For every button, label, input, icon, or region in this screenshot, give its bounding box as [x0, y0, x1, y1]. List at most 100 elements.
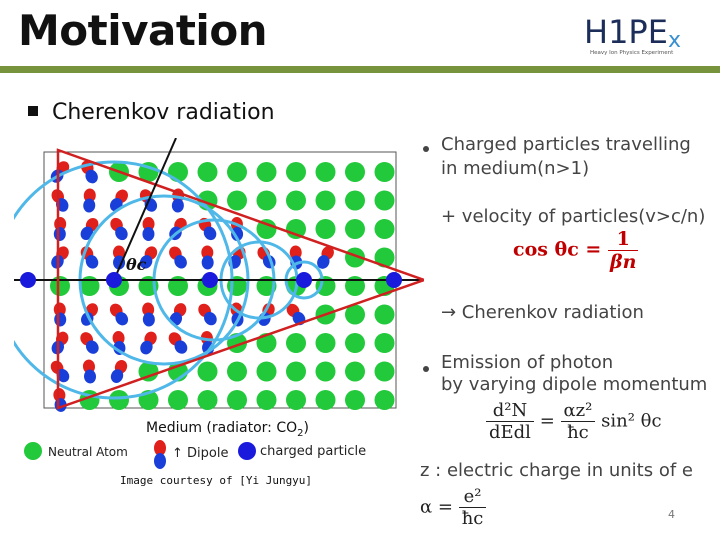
bullet1-line2: in medium(n>1): [441, 158, 590, 179]
logo: H1PEx Heavy Ion Physics Experiment: [584, 12, 696, 62]
diagram-legend: Neutral Atom ↑ Dipole charged particle: [24, 440, 404, 469]
dipole-negative: [115, 226, 128, 241]
dipole-negative: [201, 255, 214, 270]
cherenkov-arrow-line: → Cherenkov radiation: [441, 302, 644, 323]
neutral-atom: [197, 162, 218, 182]
neutral-atom: [256, 390, 277, 410]
legend-charge-label: charged particle: [260, 444, 367, 459]
alpha-fraction: e² ħc: [458, 486, 487, 529]
neutral-atom: [345, 333, 365, 353]
dipole-negative: [142, 312, 155, 327]
neutral-atom: [315, 219, 336, 239]
dipole-negative: [139, 255, 153, 269]
neutral-atom: [138, 361, 159, 382]
dipole: [286, 303, 306, 326]
neutral-atom: [315, 190, 336, 211]
neutral-atom: [345, 162, 365, 182]
dn-equals: =: [539, 410, 555, 432]
dipole-negative: [85, 255, 99, 269]
dipole-icon: [154, 440, 166, 469]
dipole: [169, 246, 187, 269]
theta-c-label: θc: [126, 255, 147, 274]
neutral-atom: [227, 361, 247, 382]
neutral-atom: [345, 390, 365, 410]
bullet2-line2: by varying dipole momentum: [441, 374, 708, 395]
neutral-atom: [345, 219, 365, 239]
dipole-negative: [203, 226, 217, 241]
cherenkov-diagram-svg: θc: [0, 137, 428, 412]
neutral-atom: [197, 361, 218, 382]
caption-close: ): [303, 420, 309, 436]
dn-denominator: dEdl: [489, 422, 531, 443]
dipole-positive: [112, 245, 125, 260]
page-number: 4: [668, 508, 675, 521]
dipole: [142, 217, 155, 241]
alpha-lhs: α =: [420, 496, 453, 518]
dipole-negative: [140, 340, 153, 355]
cos-fraction: 1 βn: [607, 228, 639, 273]
caption-subscript: 2: [297, 427, 304, 439]
bullet-heading-text: Cherenkov radiation: [52, 100, 275, 125]
bullet-heading: Cherenkov radiation: [28, 100, 275, 125]
neutral-atom: [315, 361, 336, 382]
neutral-atom: [109, 390, 129, 410]
neutral-atom: [374, 162, 395, 182]
dipole-negative: [171, 198, 184, 213]
dipole-negative: [56, 368, 70, 383]
title-underline: [0, 66, 720, 73]
dipole-negative: [204, 311, 217, 326]
dipole: [110, 189, 128, 212]
dipole: [168, 332, 188, 354]
dipole: [112, 245, 126, 270]
az-denominator: ħc: [567, 422, 589, 443]
dipole-negative: [231, 226, 244, 241]
neutral-atom: [286, 390, 306, 410]
cherenkov-diagram: θc: [0, 137, 428, 422]
bullet2-line1: Emission of photon: [441, 352, 614, 373]
neutral-atom: [345, 361, 365, 382]
neutral-atom: [374, 247, 395, 268]
neutral-atom: [168, 162, 188, 182]
dipole: [198, 303, 217, 326]
neutral-atom: [227, 162, 247, 182]
legend-atom-label: Neutral Atom: [48, 445, 128, 459]
dipole: [201, 245, 214, 270]
cherenkov-cone: [56, 148, 428, 410]
dn-fraction: d²N dEdl: [486, 400, 534, 443]
dipole-negative: [115, 311, 129, 326]
dipole: [140, 331, 157, 355]
neutral-atom: [374, 361, 395, 382]
photon-yield-equation: d²N dEdl = αz² ħc sin² θc: [486, 400, 662, 443]
charged-particle: [296, 272, 312, 288]
dipole-positive: [142, 302, 155, 317]
sin-term: sin² θc: [601, 410, 662, 432]
neutral-atom: [256, 361, 277, 382]
neutral-atom: [256, 190, 277, 211]
logo-x: x: [667, 28, 681, 53]
image-credit: Image courtesy of [Yi Jungyu]: [120, 474, 313, 487]
neutral-atom: [227, 190, 247, 211]
dipole-negative: [174, 340, 188, 354]
slide-title: Motivation: [18, 6, 268, 55]
neutral-atom: [256, 219, 277, 239]
z-definition: z : electric charge in units of e: [420, 460, 693, 481]
charged-particle-icon: [238, 442, 256, 460]
dipole: [82, 359, 97, 384]
neutral-atom: [374, 190, 395, 211]
alpha-denominator: ħc: [461, 508, 484, 529]
neutral-atom: [374, 390, 395, 410]
square-bullet-icon: [28, 106, 38, 116]
neutral-atom: [227, 390, 247, 410]
cos-numerator: 1: [607, 228, 639, 251]
alpha-equation: α = e² ħc: [420, 486, 487, 529]
neutral-atom: [315, 333, 336, 353]
dipole-negative: [113, 255, 126, 270]
cos-denominator: βn: [609, 251, 637, 273]
caption-text: Medium (radiator: CO: [146, 420, 298, 436]
dipole-negative: [174, 255, 187, 269]
dipole: [80, 217, 99, 241]
dipole: [110, 217, 128, 241]
dipole: [142, 302, 155, 327]
charged-particle: [202, 272, 218, 288]
dn-numerator: d²N: [486, 400, 534, 422]
